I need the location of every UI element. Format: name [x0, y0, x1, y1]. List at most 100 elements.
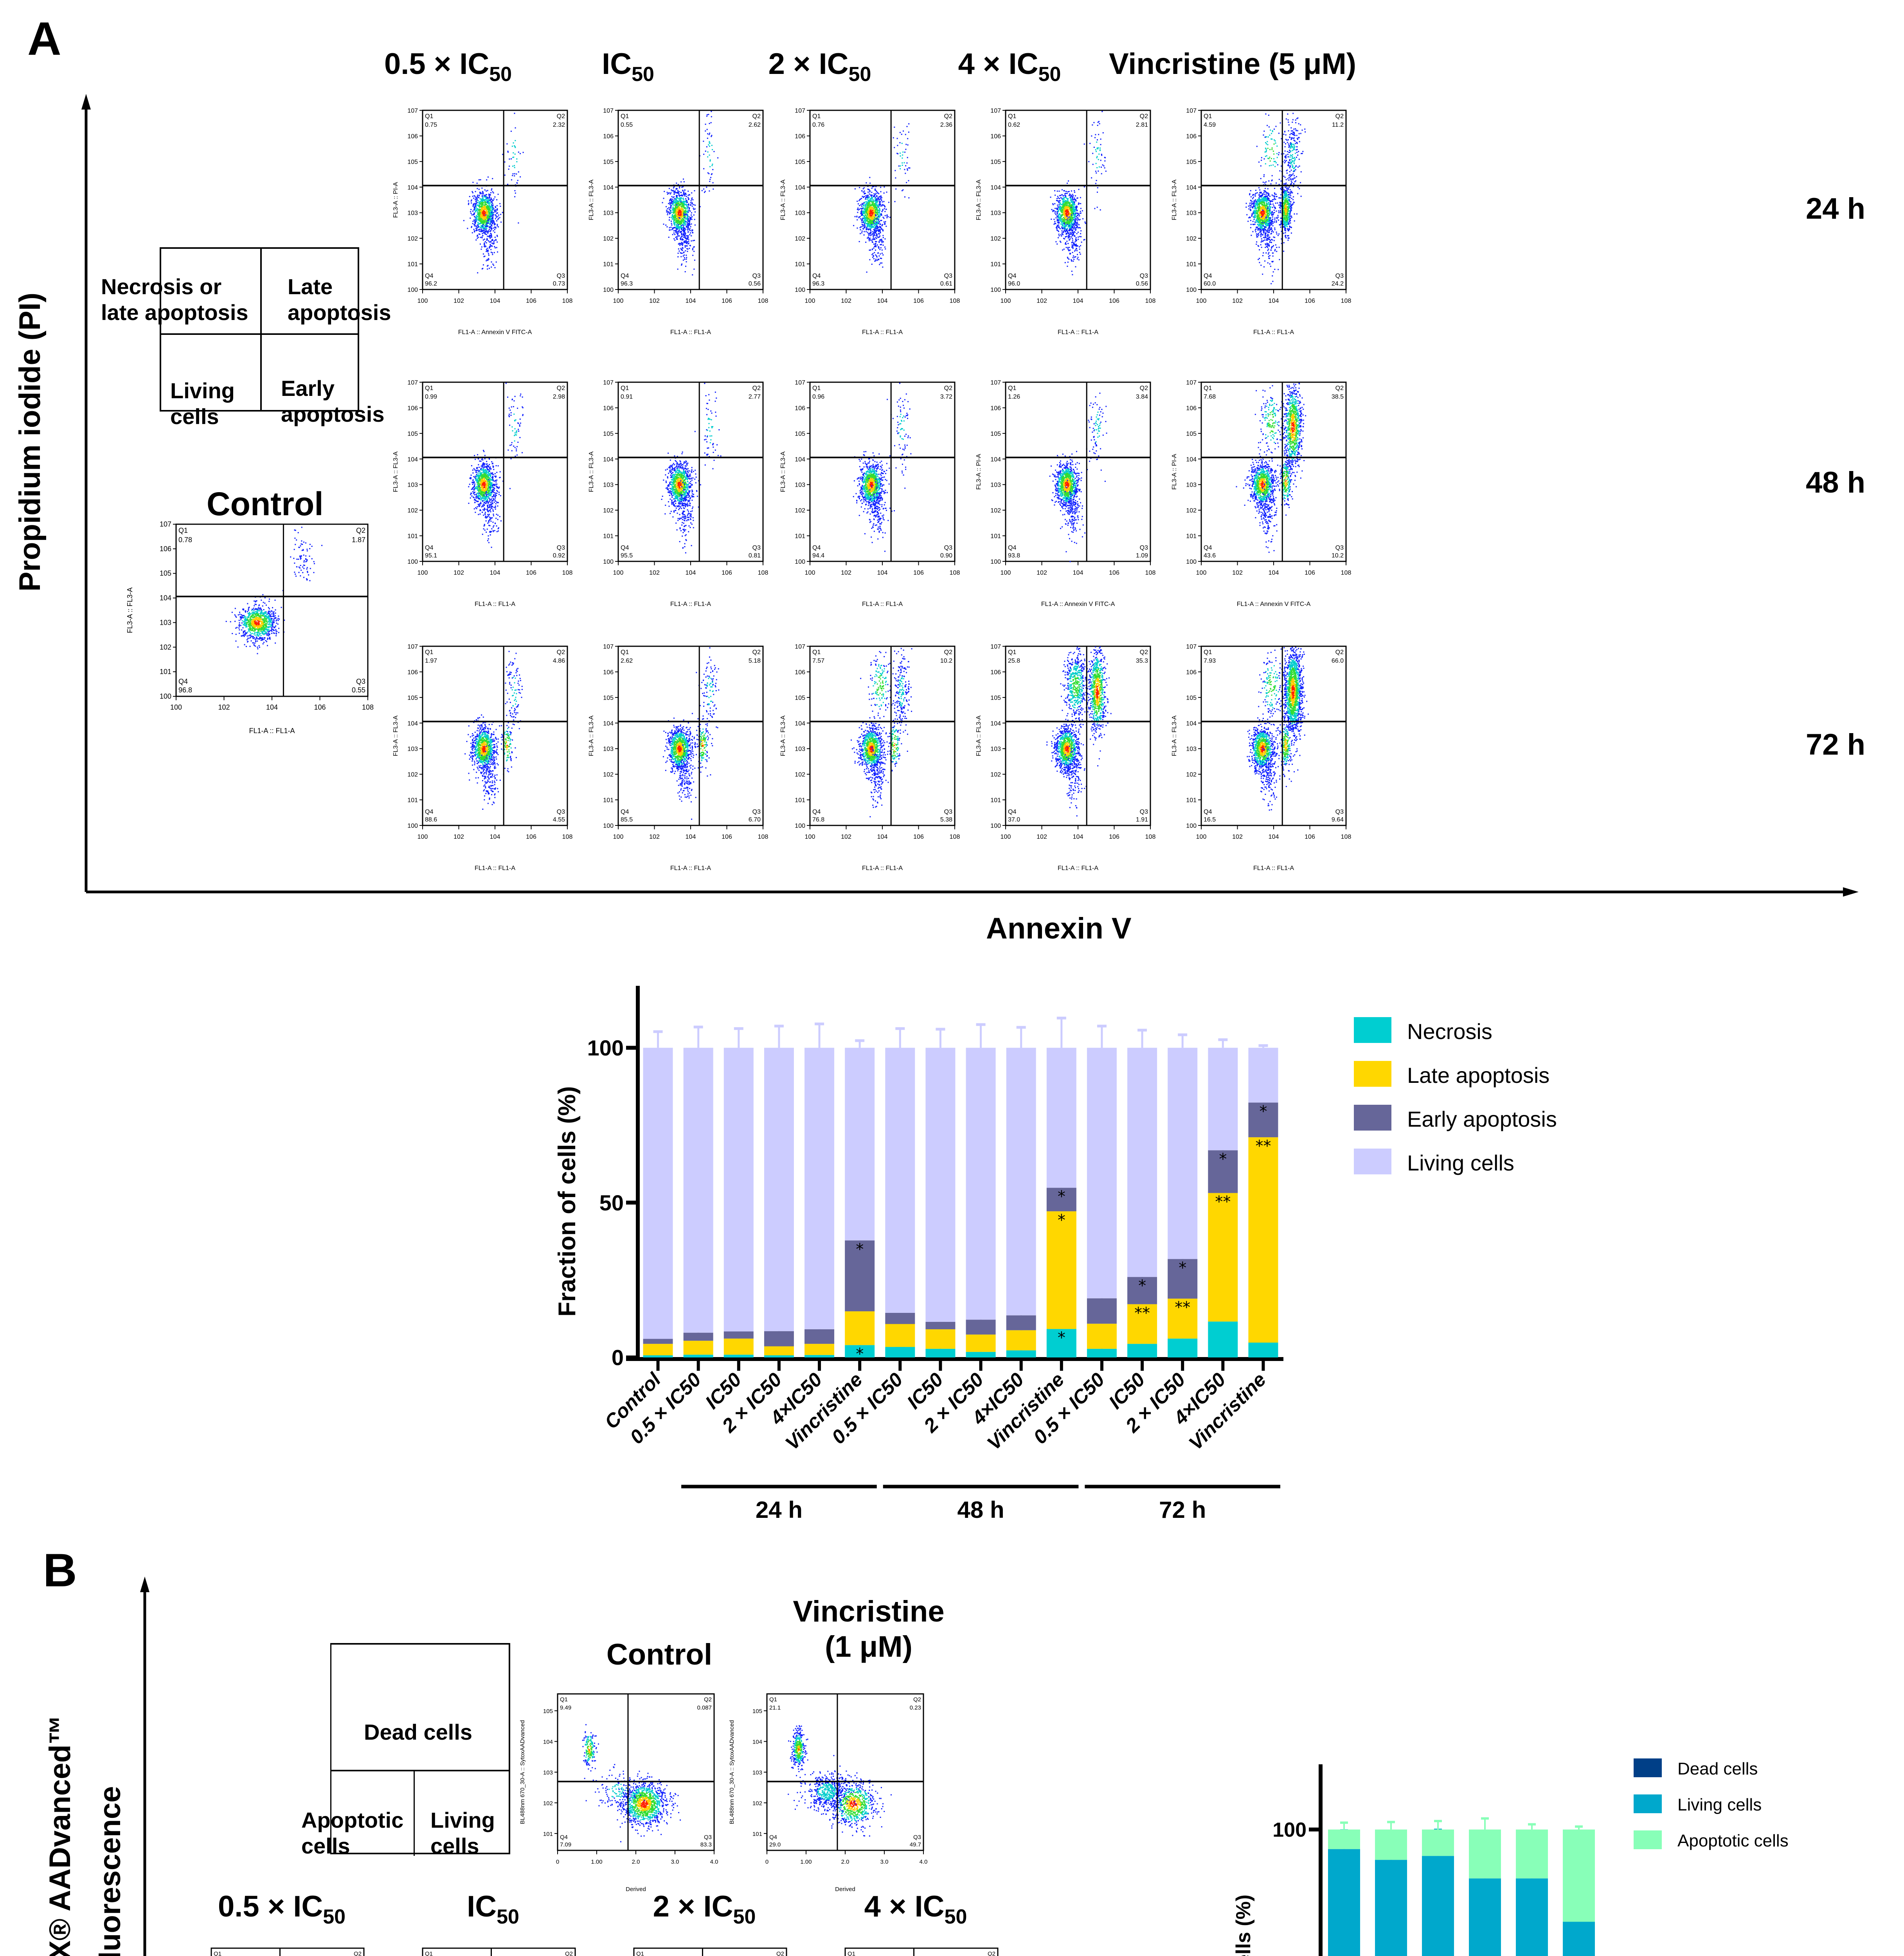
- bar-segment-living-cells[interactable]: [1248, 1048, 1278, 1103]
- bar-segment-late-apoptosis[interactable]: [925, 1329, 956, 1349]
- stacked-bar[interactable]: [966, 1023, 996, 1357]
- bar-segment-living-cells[interactable]: [1127, 1048, 1157, 1277]
- bar-segment-late-apoptosis[interactable]: [885, 1324, 915, 1347]
- stacked-bar[interactable]: ***: [1168, 1033, 1198, 1357]
- bar-segment-early-apoptosis[interactable]: [845, 1240, 875, 1312]
- bar-segment-living-cells[interactable]: [1087, 1048, 1117, 1298]
- bar-segment-early-apoptosis[interactable]: [723, 1331, 754, 1339]
- bar-segment-late-apoptosis[interactable]: [966, 1334, 996, 1352]
- bar-segment-living-cells[interactable]: [1563, 1922, 1595, 1956]
- bar-segment-living-cells[interactable]: [723, 1048, 754, 1332]
- stacked-bar[interactable]: [1422, 1820, 1454, 1956]
- stacked-bar[interactable]: [804, 1022, 835, 1357]
- bar-segment-late-apoptosis[interactable]: [1127, 1304, 1157, 1344]
- stacked-bar[interactable]: [764, 1025, 794, 1357]
- bar-segment-living-cells[interactable]: [845, 1048, 875, 1240]
- bar-segment-early-apoptosis[interactable]: [1087, 1298, 1117, 1324]
- stacked-bar[interactable]: [643, 1030, 673, 1357]
- stacked-bar[interactable]: [723, 1027, 754, 1357]
- axis-ticks: 100 102 104 106 108 100 101 102 103 104 105 106 107: [407, 644, 572, 840]
- bar-segment-late-apoptosis[interactable]: [723, 1338, 754, 1355]
- bar-segment-late-apoptosis[interactable]: [804, 1344, 835, 1355]
- stacked-bar[interactable]: [1006, 1026, 1036, 1357]
- bar-segment-necrosis[interactable]: [1208, 1321, 1238, 1357]
- bar-segment-living-cells[interactable]: [885, 1048, 915, 1313]
- stacked-bar[interactable]: ***: [1046, 1016, 1076, 1357]
- bar-segment-apoptotic-cells[interactable]: [1563, 1829, 1595, 1922]
- bar-segment-late-apoptosis[interactable]: [845, 1311, 875, 1345]
- bar-segment-living-cells[interactable]: [1516, 1878, 1548, 1956]
- bar-segment-necrosis[interactable]: [1127, 1344, 1157, 1357]
- bar-segment-late-apoptosis[interactable]: [643, 1344, 673, 1356]
- bar-segment-early-apoptosis[interactable]: [1168, 1259, 1198, 1299]
- bar-segment-late-apoptosis[interactable]: [764, 1346, 794, 1356]
- bar-segment-late-apoptosis[interactable]: [1006, 1330, 1036, 1350]
- bar-segment-living-cells[interactable]: [1006, 1048, 1036, 1316]
- stacked-bar[interactable]: ***: [1208, 1038, 1238, 1357]
- stacked-bar[interactable]: **: [845, 1039, 875, 1363]
- stacked-bar[interactable]: ***: [1127, 1028, 1157, 1357]
- bar-segment-early-apoptosis[interactable]: [643, 1339, 673, 1344]
- stacked-bar[interactable]: [683, 1025, 713, 1357]
- bar-segment-necrosis[interactable]: [683, 1354, 713, 1357]
- bar-segment-living-cells[interactable]: [683, 1048, 713, 1333]
- bar-segment-late-apoptosis[interactable]: [1046, 1211, 1076, 1329]
- bar-segment-early-apoptosis[interactable]: [1248, 1102, 1278, 1138]
- bar-segment-early-apoptosis[interactable]: [885, 1313, 915, 1324]
- bar-segment-living-cells[interactable]: [1328, 1849, 1360, 1956]
- bar-segment-necrosis[interactable]: [925, 1348, 956, 1357]
- bar-segment-necrosis[interactable]: [804, 1355, 835, 1357]
- bar-segment-living-cells[interactable]: [1208, 1048, 1238, 1151]
- bar-segment-early-apoptosis[interactable]: [764, 1331, 794, 1347]
- bar-segment-living-cells[interactable]: [804, 1048, 835, 1329]
- stacked-bar[interactable]: [885, 1027, 915, 1357]
- bar-segment-necrosis[interactable]: [643, 1355, 673, 1357]
- bar-segment-living-cells[interactable]: [925, 1048, 956, 1322]
- bar-segment-necrosis[interactable]: [966, 1352, 996, 1357]
- bar-segment-apoptotic-cells[interactable]: [1422, 1829, 1454, 1856]
- bar-segment-necrosis[interactable]: [1046, 1329, 1076, 1357]
- bar-segment-necrosis[interactable]: [1248, 1343, 1278, 1357]
- bar-segment-early-apoptosis[interactable]: [1208, 1150, 1238, 1193]
- stacked-bar[interactable]: ***: [1248, 1044, 1278, 1357]
- bar-segment-necrosis[interactable]: [1006, 1350, 1036, 1357]
- bar-segment-early-apoptosis[interactable]: [1127, 1277, 1157, 1304]
- stacked-bar[interactable]: **: [1563, 1825, 1595, 1956]
- bar-segment-living-cells[interactable]: [764, 1048, 794, 1331]
- bar-segment-living-cells[interactable]: [1469, 1878, 1501, 1956]
- stacked-bar[interactable]: [1469, 1817, 1501, 1956]
- bar-segment-apoptotic-cells[interactable]: [1375, 1829, 1407, 1860]
- bar-segment-early-apoptosis[interactable]: [683, 1332, 713, 1341]
- bar-segment-necrosis[interactable]: [723, 1354, 754, 1357]
- bar-segment-late-apoptosis[interactable]: [1208, 1193, 1238, 1322]
- stacked-bar[interactable]: [1087, 1025, 1117, 1357]
- bar-segment-living-cells[interactable]: [1422, 1856, 1454, 1956]
- stacked-bar[interactable]: [925, 1028, 956, 1357]
- bar-segment-necrosis[interactable]: [885, 1347, 915, 1357]
- bar-segment-living-cells[interactable]: [1375, 1860, 1407, 1956]
- bar-segment-necrosis[interactable]: [845, 1345, 875, 1357]
- stacked-bar[interactable]: [1328, 1821, 1360, 1956]
- bar-segment-living-cells[interactable]: [966, 1048, 996, 1320]
- bar-segment-late-apoptosis[interactable]: [683, 1341, 713, 1355]
- bar-segment-necrosis[interactable]: [764, 1355, 794, 1357]
- bar-segment-early-apoptosis[interactable]: [1046, 1188, 1076, 1212]
- bar-segment-early-apoptosis[interactable]: [925, 1321, 956, 1329]
- bar-segment-early-apoptosis[interactable]: [966, 1320, 996, 1335]
- bar-segment-living-cells[interactable]: [1168, 1048, 1198, 1259]
- bar-segment-late-apoptosis[interactable]: [1248, 1137, 1278, 1343]
- bar-segment-early-apoptosis[interactable]: [804, 1329, 835, 1344]
- bar-segment-necrosis[interactable]: [1168, 1338, 1198, 1357]
- y-tick-label: 107: [1186, 379, 1197, 386]
- bar-segment-early-apoptosis[interactable]: [1006, 1315, 1036, 1330]
- bar-segment-late-apoptosis[interactable]: [1168, 1298, 1198, 1339]
- stacked-bar[interactable]: [1375, 1821, 1407, 1956]
- bar-segment-apoptotic-cells[interactable]: [1516, 1829, 1548, 1879]
- bar-segment-living-cells[interactable]: [643, 1048, 673, 1339]
- bar-segment-living-cells[interactable]: [1046, 1048, 1076, 1188]
- bar-segment-apoptotic-cells[interactable]: [1469, 1829, 1501, 1879]
- stacked-bar[interactable]: *: [1516, 1823, 1548, 1956]
- bar-segment-necrosis[interactable]: [1087, 1348, 1117, 1357]
- bar-segment-late-apoptosis[interactable]: [1087, 1323, 1117, 1349]
- bar-segment-apoptotic-cells[interactable]: [1328, 1829, 1360, 1849]
